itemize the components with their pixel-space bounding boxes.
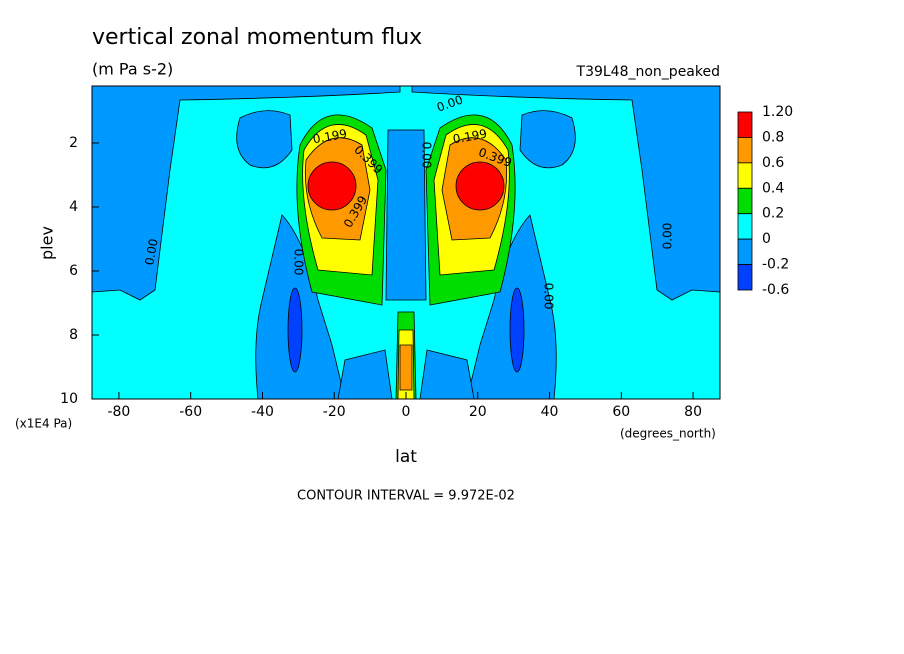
dataset-label: T39L48_non_peaked [576,64,720,80]
y-tick-label: 8 [69,327,78,343]
colorbar-box [737,264,753,291]
contour-label: 0.199 [452,127,488,147]
contour-label: 0.00 [142,238,160,267]
colorbar-label: 0.4 [762,180,784,196]
field-region [236,110,293,169]
x-tick-label: -60 [179,404,202,420]
colorbar-label: 0.6 [762,155,784,171]
x-tick-label: 0 [402,404,411,420]
colorbar-label: 0.8 [762,129,784,145]
x-axis-label: lat [395,447,417,467]
colorbar-label: 0 [762,231,771,247]
x-tick-label: 80 [684,404,702,420]
colorbar-box [737,111,753,138]
axes: -80 -60 -40 -20 0 20 40 60 80 2 4 6 8 10 [60,135,702,420]
chart-subtitle: (m Pa s-2) [92,60,173,79]
colorbar-label: -0.6 [762,282,789,298]
field-region [287,287,303,373]
x-tick-label: 60 [612,404,630,420]
field-region [385,129,427,301]
colorbar-box [737,162,753,189]
contour-label: 0.00 [420,142,434,169]
y-tick-label: 10 [60,391,78,407]
y-axis-label: plev [38,226,57,260]
x-tick-label: -20 [323,404,346,420]
x-tick-label: -40 [251,404,274,420]
footnote: CONTOUR INTERVAL = 9.972E-02 [297,489,515,504]
chart-title: vertical zonal momentum flux [92,25,422,50]
colorbar-label: -0.2 [762,257,789,273]
colorbar-box [737,187,753,215]
field-region [307,161,357,211]
colorbar: 1.20 0.8 0.6 0.4 0.2 0 -0.2 -0.6 [737,104,793,298]
contour-label: 0.00 [542,283,556,310]
field-half [92,86,401,399]
colorbar-box [737,213,753,240]
x-tick-label: 20 [469,404,487,420]
contour-label: 0.199 [312,127,348,147]
y-tick-label: 6 [69,263,78,279]
y-tick-label: 2 [69,135,78,151]
contour-field [92,86,720,399]
field-region [399,344,413,391]
field-region [92,86,401,301]
colorbar-box [737,137,753,164]
x-tick-label: 40 [541,404,559,420]
y-tick-label: 4 [69,199,78,215]
colorbar-label: 0.2 [762,206,784,222]
y-axis-units: (x1E4 Pa) [15,417,72,431]
x-tick-label: -80 [107,404,130,420]
contour-label: 0.00 [292,249,306,276]
field-region [337,349,393,399]
colorbar-box [737,238,753,265]
colorbar-label: 1.20 [762,104,793,120]
contour-label: 0.00 [661,223,675,250]
x-axis-units: (degrees_north) [620,427,716,441]
